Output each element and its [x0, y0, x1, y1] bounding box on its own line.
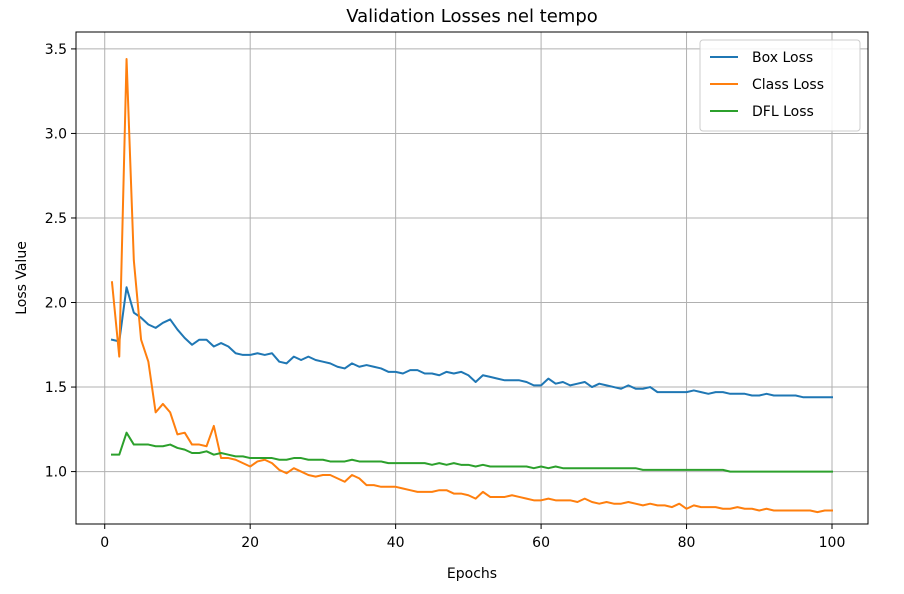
series-line-box-loss — [110, 286, 833, 399]
legend-label: DFL Loss — [752, 104, 814, 120]
y-tick-label: 2.5 — [45, 211, 67, 227]
y-tick-label: 3.5 — [45, 42, 67, 58]
y-tick-label: 2.0 — [45, 296, 67, 312]
series-line-class-loss — [110, 58, 833, 514]
plot-frame — [75, 31, 869, 525]
series-line-dfl-loss — [111, 431, 833, 473]
x-axis-title: Epochs — [447, 566, 497, 582]
chart-title: Validation Losses nel tempo — [346, 6, 598, 27]
legend-label: Box Loss — [752, 50, 813, 66]
x-tick-label: 0 — [100, 535, 109, 551]
y-tick-label: 1.0 — [45, 465, 67, 481]
axis-ticks: 0 20 40 60 80 100 1.0 1.5 2.0 2.5 3.0 3.5 — [45, 42, 846, 551]
y-tick-label: 1.5 — [45, 380, 67, 396]
legend-box — [699, 39, 861, 132]
y-tick-label: 3.0 — [45, 126, 67, 142]
x-tick-label: 40 — [387, 535, 405, 551]
x-tick-label: 60 — [532, 535, 550, 551]
series-lines — [110, 58, 833, 514]
y-axis-title: Loss Value — [14, 241, 30, 315]
legend: Box Loss Class Loss DFL Loss — [699, 39, 861, 132]
x-tick-label: 100 — [819, 535, 846, 551]
x-tick-label: 80 — [678, 535, 696, 551]
legend-label: Class Loss — [752, 77, 824, 93]
grid — [76, 32, 868, 524]
x-tick-label: 20 — [241, 535, 259, 551]
